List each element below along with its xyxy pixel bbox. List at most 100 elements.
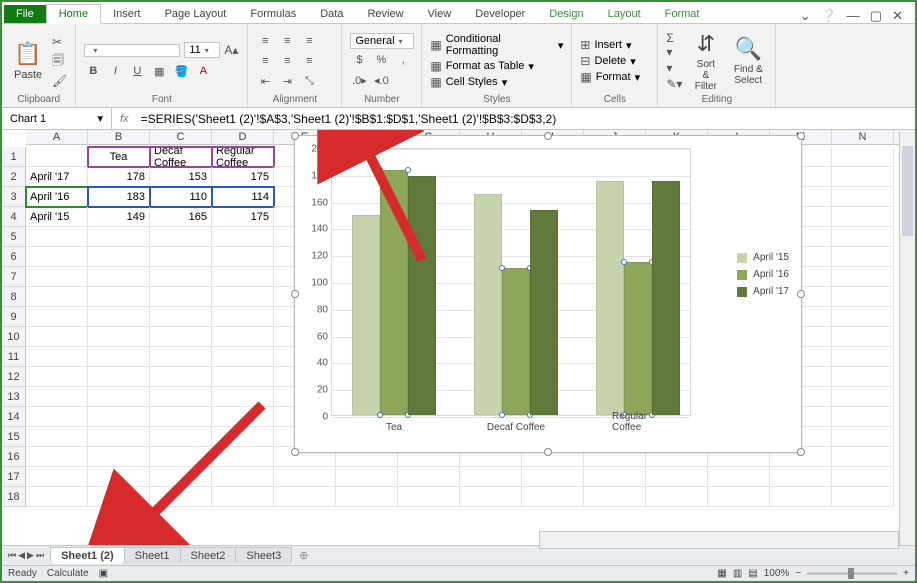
format-as-table-button[interactable]: ▦Format as Table▾ [430, 59, 534, 73]
format-painter-icon[interactable]: 🖌 [52, 74, 67, 88]
resize-handle[interactable] [544, 132, 552, 140]
view-layout-icon[interactable]: ▥ [733, 568, 742, 579]
align-top-icon[interactable]: ≡ [256, 32, 274, 50]
tab-file[interactable]: File [4, 5, 46, 23]
resize-handle[interactable] [797, 132, 805, 140]
tab-view[interactable]: View [416, 5, 464, 23]
align-mid-icon[interactable]: ≡ [278, 32, 296, 50]
formula-input[interactable] [137, 112, 915, 126]
format-cells-button[interactable]: ▦Format▾ [580, 70, 640, 84]
delete-cells-button[interactable]: ⊟Delete▾ [580, 54, 635, 68]
orientation-icon[interactable]: ⤡ [300, 72, 318, 90]
cell-styles-button[interactable]: ▦Cell Styles▾ [430, 75, 507, 89]
view-normal-icon[interactable]: ▦ [717, 568, 726, 579]
resize-handle[interactable] [544, 448, 552, 456]
comma-icon[interactable]: , [394, 51, 412, 69]
font-size-select[interactable]: 11▾ [184, 42, 220, 58]
zoom-out-button[interactable]: − [795, 568, 801, 579]
status-ready: Ready [8, 568, 37, 579]
align-bot-icon[interactable]: ≡ [300, 32, 318, 50]
embedded-chart[interactable]: 020406080100120140160180200TeaDecaf Coff… [294, 135, 802, 453]
tab-layout[interactable]: Layout [596, 5, 653, 23]
italic-button[interactable]: I [106, 62, 124, 80]
sheet-tab[interactable]: Sheet1 [124, 547, 181, 564]
group-label: Font [84, 94, 239, 107]
group-clipboard: 📋 Paste ✂ 🗐 🖌 Clipboard [2, 24, 76, 107]
number-format-select[interactable]: General▾ [350, 33, 414, 49]
zoom-in-button[interactable]: + [903, 568, 909, 579]
group-alignment: ≡≡≡ ≡≡≡ ⇤⇥⤡ Alignment [248, 24, 342, 107]
sheet-tab[interactable]: Sheet2 [180, 547, 237, 564]
minimize-icon[interactable]: — [847, 8, 860, 24]
formula-bar: Chart 1 ▾ fx [2, 108, 915, 130]
grow-font-icon[interactable]: A▴ [224, 43, 238, 57]
fill-icon[interactable]: ▾ [666, 61, 682, 75]
border-button[interactable]: ▦ [150, 62, 168, 80]
sheet-tab[interactable]: Sheet1 (2) [50, 547, 125, 564]
indent-inc-icon[interactable]: ⇥ [278, 72, 296, 90]
group-label: Clipboard [10, 94, 67, 107]
underline-button[interactable]: U [128, 62, 146, 80]
name-box[interactable]: Chart 1 ▾ [2, 108, 112, 129]
fill-color-button[interactable]: 🪣 [172, 62, 190, 80]
tab-developer[interactable]: Developer [463, 5, 537, 23]
help-icon[interactable]: ❔ [821, 8, 837, 24]
indent-dec-icon[interactable]: ⇤ [256, 72, 274, 90]
conditional-formatting-button[interactable]: ▦Conditional Formatting▾ [430, 33, 563, 57]
inc-decimal-icon[interactable]: .0▸ [350, 71, 368, 89]
close-icon[interactable]: ✕ [892, 8, 903, 24]
group-number: General▾ $%, .0▸◂.0 Number [342, 24, 422, 107]
group-label: Cells [580, 94, 649, 107]
font-family-select[interactable]: ▾ [84, 44, 180, 57]
fx-icon[interactable]: fx [112, 113, 137, 125]
font-color-button[interactable]: A [194, 62, 212, 80]
maximize-icon[interactable]: ▢ [870, 8, 882, 24]
sort-filter-button[interactable]: ⇵Sort & Filter [688, 28, 723, 94]
clear-icon[interactable]: ✎▾ [666, 77, 682, 91]
paste-icon: 📋 [14, 41, 41, 67]
chart-legend[interactable]: April '15April '16April '17 [737, 246, 789, 303]
resize-handle[interactable] [291, 448, 299, 456]
vertical-scrollbar[interactable] [899, 132, 915, 545]
status-bar: Ready Calculate ▣ ▦ ▥ ▤ 100% − + [2, 565, 915, 581]
currency-icon[interactable]: $ [350, 51, 368, 69]
group-label: Alignment [256, 94, 333, 107]
cut-icon[interactable]: ✂ [52, 35, 67, 49]
tab-insert[interactable]: Insert [101, 5, 153, 23]
macro-record-icon[interactable]: ▣ [99, 568, 108, 579]
horizontal-scrollbar[interactable] [539, 531, 899, 549]
chart-plot-area[interactable]: 020406080100120140160180200TeaDecaf Coff… [331, 148, 691, 416]
align-center-icon[interactable]: ≡ [278, 52, 296, 70]
resize-handle[interactable] [291, 290, 299, 298]
resize-handle[interactable] [797, 448, 805, 456]
paste-button[interactable]: 📋 Paste [10, 28, 46, 94]
insert-cells-button[interactable]: ⊞Insert▾ [580, 38, 631, 52]
zoom-slider[interactable] [807, 572, 897, 575]
worksheet[interactable]: ABCDEFGHIJKLMN 1234567891011121314151617… [2, 130, 915, 545]
align-left-icon[interactable]: ≡ [256, 52, 274, 70]
autosum-icon[interactable]: Σ ▾ [666, 31, 682, 59]
tab-review[interactable]: Review [355, 5, 415, 23]
tab-format[interactable]: Format [653, 5, 712, 23]
percent-icon[interactable]: % [372, 51, 390, 69]
tab-design[interactable]: Design [537, 5, 595, 23]
ribbon-minimize-icon[interactable]: ⌄ [800, 8, 811, 24]
resize-handle[interactable] [291, 132, 299, 140]
resize-handle[interactable] [797, 290, 805, 298]
sheet-tab[interactable]: Sheet3 [235, 547, 292, 564]
find-select-button[interactable]: 🔍Find & Select [729, 28, 767, 94]
bold-button[interactable]: B [84, 62, 102, 80]
tab-home[interactable]: Home [46, 4, 101, 24]
row-headers[interactable]: 123456789101112131415161718 [2, 147, 26, 507]
new-sheet-icon[interactable]: ⊕ [299, 549, 308, 562]
sheet-tab-bar: ⏮◀▶⏭ Sheet1 (2) Sheet1 Sheet2 Sheet3 ⊕ [2, 545, 915, 565]
sheet-nav[interactable]: ⏮◀▶⏭ [2, 550, 50, 561]
dec-decimal-icon[interactable]: ◂.0 [372, 71, 390, 89]
scrollbar-thumb[interactable] [902, 146, 913, 236]
view-break-icon[interactable]: ▤ [748, 568, 757, 579]
tab-data[interactable]: Data [308, 5, 355, 23]
tab-page-layout[interactable]: Page Layout [153, 5, 239, 23]
align-right-icon[interactable]: ≡ [300, 52, 318, 70]
tab-formulas[interactable]: Formulas [238, 5, 308, 23]
copy-icon[interactable]: 🗐 [52, 51, 67, 72]
